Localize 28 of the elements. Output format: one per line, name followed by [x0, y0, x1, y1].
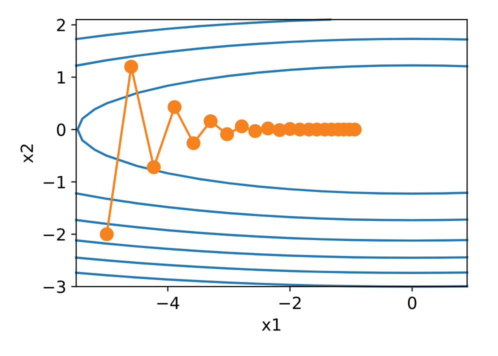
line-series [75, 192, 468, 222]
point [100, 227, 114, 242]
y-tick-label: −3 [44, 280, 66, 294]
line-series [75, 218, 468, 242]
point [234, 119, 249, 134]
x-tick-label: 0 [408, 296, 416, 310]
y-tick-label: −2 [44, 228, 65, 241]
point [248, 124, 262, 138]
point [124, 60, 138, 74]
point [186, 136, 200, 150]
y-tick-label: 1 [58, 71, 65, 84]
x-axis-title: x1 [262, 318, 280, 331]
line-series [75, 18, 332, 40]
line-series [75, 256, 468, 274]
line-series [75, 239, 468, 259]
point [146, 160, 161, 174]
y-tick-label: 0 [56, 123, 66, 136]
point [204, 114, 218, 128]
point [168, 100, 182, 114]
y-axis-title: x2 [20, 144, 33, 163]
y-tick-label: −1 [44, 176, 65, 188]
x-tick-label: −4 [157, 296, 180, 309]
line-series [76, 64, 468, 195]
x-tick-label: −2 [279, 296, 301, 309]
point [261, 122, 275, 136]
line-series [75, 38, 468, 67]
y-tick-label: 2 [57, 18, 65, 32]
point [220, 127, 234, 142]
